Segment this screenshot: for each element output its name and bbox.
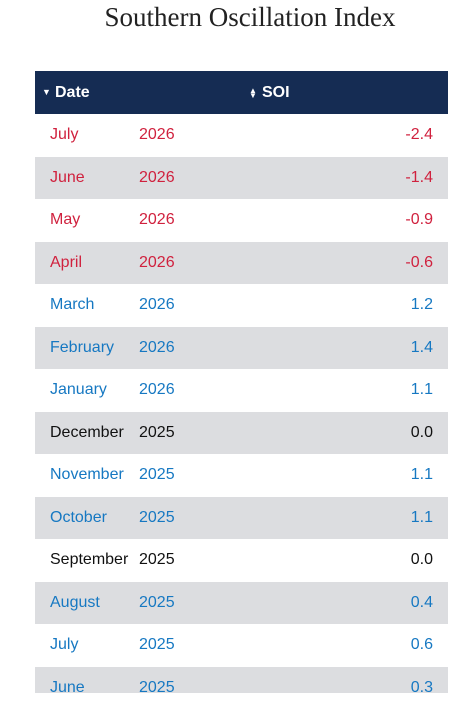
year-cell: 2025 <box>139 678 175 694</box>
soi-cell: 1.2 <box>410 296 433 313</box>
table-row: November 2025 1.1 <box>35 454 448 497</box>
soi-cell: 1.1 <box>410 466 433 483</box>
table-row: April 2026 -0.6 <box>35 241 448 284</box>
month-cell: March <box>50 296 95 313</box>
page-title: Southern Oscillation Index <box>104 2 396 32</box>
sort-desc-icon: ▼ <box>42 87 51 97</box>
year-cell: 2026 <box>139 211 175 228</box>
month-cell: April <box>50 253 83 271</box>
soi-cell: 0.3 <box>410 678 433 694</box>
soi-cell: 0.6 <box>410 636 433 653</box>
month-cell: November <box>50 466 124 483</box>
year-cell: 2026 <box>139 338 175 356</box>
year-cell: 2026 <box>139 168 175 186</box>
table-row: September 2025 0.0 <box>35 539 448 582</box>
soi-cell: -2.4 <box>405 126 433 143</box>
data-table: ▼ Date ▲ ▼ SOI July 2026 -2.4 June 2026 -1.4 M… <box>35 71 448 693</box>
year-cell: 2025 <box>139 508 175 526</box>
table-row: March 2026 1.2 <box>35 284 448 327</box>
table-row: December 2025 0.0 <box>35 411 448 454</box>
table-row: January 2026 1.1 <box>35 369 448 412</box>
month-cell: June <box>50 168 85 186</box>
month-cell: December <box>50 423 124 441</box>
month-cell: May <box>50 211 81 228</box>
soi-cell: 0.0 <box>410 551 433 568</box>
year-cell: 2026 <box>139 126 175 143</box>
sort-icon: ▼ <box>249 91 257 100</box>
month-cell: August <box>50 593 100 611</box>
column-header[interactable]: SOI <box>262 84 290 101</box>
year-cell: 2026 <box>139 381 175 398</box>
table-row: February 2026 1.4 <box>35 326 448 369</box>
month-cell: June <box>50 678 85 694</box>
table-body: July 2026 -2.4 June 2026 -1.4 May 2026 -0.9 April… <box>35 114 448 693</box>
soi-cell: -0.9 <box>405 211 433 228</box>
year-cell: 2025 <box>139 466 175 483</box>
month-cell: September <box>50 551 129 568</box>
soi-cell: 0.4 <box>410 593 433 611</box>
table-row: May 2026 -0.9 <box>35 199 448 242</box>
month-cell: February <box>50 338 115 356</box>
year-cell: 2025 <box>139 551 175 568</box>
table-row: June 2026 -1.4 <box>35 156 448 199</box>
table-row: June 2025 0.3 <box>35 666 448 694</box>
table-row: July 2026 -2.4 <box>35 114 448 157</box>
table-row: October 2025 1.1 <box>35 496 448 539</box>
table-row: August 2025 0.4 <box>35 581 448 624</box>
month-cell: October <box>50 508 107 526</box>
sort-icon: ▲ <box>249 86 257 95</box>
year-cell: 2025 <box>139 593 175 611</box>
column-header[interactable]: Date <box>55 84 90 101</box>
month-cell: July <box>50 126 79 143</box>
month-cell: July <box>50 636 79 653</box>
soi-cell: 1.1 <box>410 381 433 398</box>
year-cell: 2026 <box>139 296 175 313</box>
soi-cell: 1.1 <box>410 508 433 526</box>
soi-cell: -1.4 <box>405 168 433 186</box>
year-cell: 2025 <box>139 423 175 441</box>
month-cell: January <box>50 381 107 398</box>
soi-cell: 0.0 <box>410 423 433 441</box>
soi-cell: 1.4 <box>410 338 433 356</box>
table-header: ▼ Date ▲ ▼ SOI <box>35 71 448 114</box>
year-cell: 2025 <box>139 636 175 653</box>
table-row: July 2025 0.6 <box>35 624 448 667</box>
year-cell: 2026 <box>139 253 175 271</box>
soi-cell: -0.6 <box>405 253 433 271</box>
